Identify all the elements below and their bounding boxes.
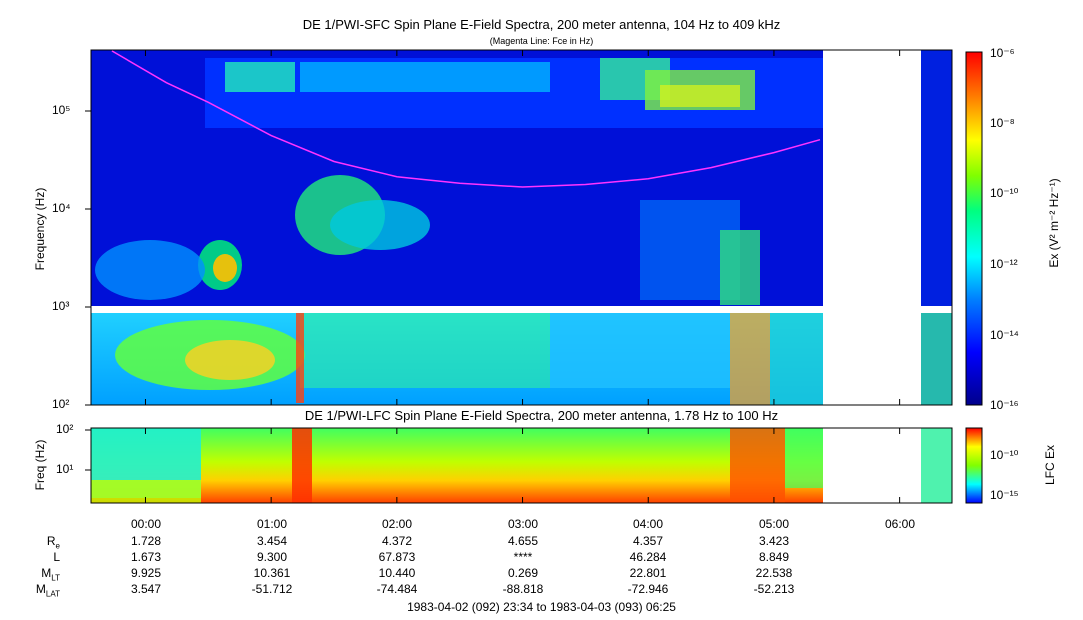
bottom-colorbar-tick: 10⁻¹⁵ — [990, 488, 1019, 502]
top-colorbar-tick: 10⁻¹⁶ — [990, 398, 1019, 412]
ephem-row-label: L — [53, 550, 60, 564]
top-colorbar-tick: 10⁻¹⁰ — [990, 186, 1019, 200]
bottom-yaxis — [85, 429, 91, 471]
time-labels: 00:00 01:00 02:00 03:00 04:00 05:00 06:0… — [0, 517, 1083, 533]
ephem-row-l: 1.673 9.300 67.873 **** 46.284 8.849 — [130, 550, 790, 564]
bottom-panel-ylabel: Freq (Hz) — [33, 439, 47, 491]
top-ytick-label: 10² — [52, 397, 70, 411]
top-panel-title: DE 1/PWI-SFC Spin Plane E-Field Spectra,… — [302, 17, 781, 32]
bottom-ytick-label: 10¹ — [56, 462, 74, 476]
top-colorbar-label: Ex (V² m⁻² Hz⁻¹) — [1047, 178, 1061, 268]
top-yaxis — [85, 110, 91, 406]
time-label: 04:00 — [632, 517, 664, 531]
top-ytick-label: 10⁵ — [52, 103, 71, 117]
ephem-row-mlt: 9.925 10.361 10.440 0.269 22.801 22.538 — [130, 566, 793, 580]
time-label: 05:00 — [758, 517, 790, 531]
lfc-spectrogram — [91, 428, 952, 503]
top-colorbar-tick: 10⁻¹² — [990, 257, 1018, 271]
top-colorbar-tick: 10⁻¹⁴ — [990, 328, 1019, 342]
time-label: 01:00 — [256, 517, 288, 531]
top-panel-subtitle: (Magenta Line: Fce in Hz) — [489, 36, 594, 46]
sfc-spectrogram — [91, 50, 952, 405]
time-label: 03:00 — [507, 517, 539, 531]
time-label: 02:00 — [381, 517, 413, 531]
bottom-plot-frame — [90, 427, 953, 504]
top-colorbar-tick: 10⁻⁶ — [990, 46, 1015, 60]
time-label: 06:00 — [884, 517, 916, 531]
bottom-panel-title: DE 1/PWI-LFC Spin Plane E-Field Spectra,… — [304, 408, 779, 423]
top-ytick-label: 10³ — [52, 299, 70, 313]
top-plot-frame — [90, 49, 953, 406]
time-label: 00:00 — [130, 517, 162, 531]
top-colorbar — [965, 51, 983, 406]
ephem-row-label: MLT — [41, 566, 60, 583]
top-colorbar-tick: 10⁻⁸ — [990, 116, 1015, 130]
ephem-row-mlat: 3.547 -51.712 -74.484 -88.818 -72.946 -5… — [130, 582, 795, 596]
bottom-colorbar-label: LFC Ex — [1043, 445, 1057, 486]
ephem-row-label: MLAT — [35, 582, 60, 599]
time-range-text: 1983-04-02 (092) 23:34 to 1983-04-03 (09… — [407, 600, 676, 614]
fce-line — [111, 50, 821, 188]
time-axis-ticks — [144, 50, 901, 503]
top-ytick-label: 10⁴ — [52, 201, 71, 215]
ephem-row-re: 1.728 3.454 4.372 4.655 4.357 3.423 — [130, 534, 790, 548]
bottom-colorbar — [965, 427, 983, 504]
bottom-colorbar-tick: 10⁻¹⁰ — [990, 448, 1019, 462]
ephem-row-label: Re — [46, 534, 60, 551]
bottom-ytick-label: 10² — [56, 422, 74, 436]
